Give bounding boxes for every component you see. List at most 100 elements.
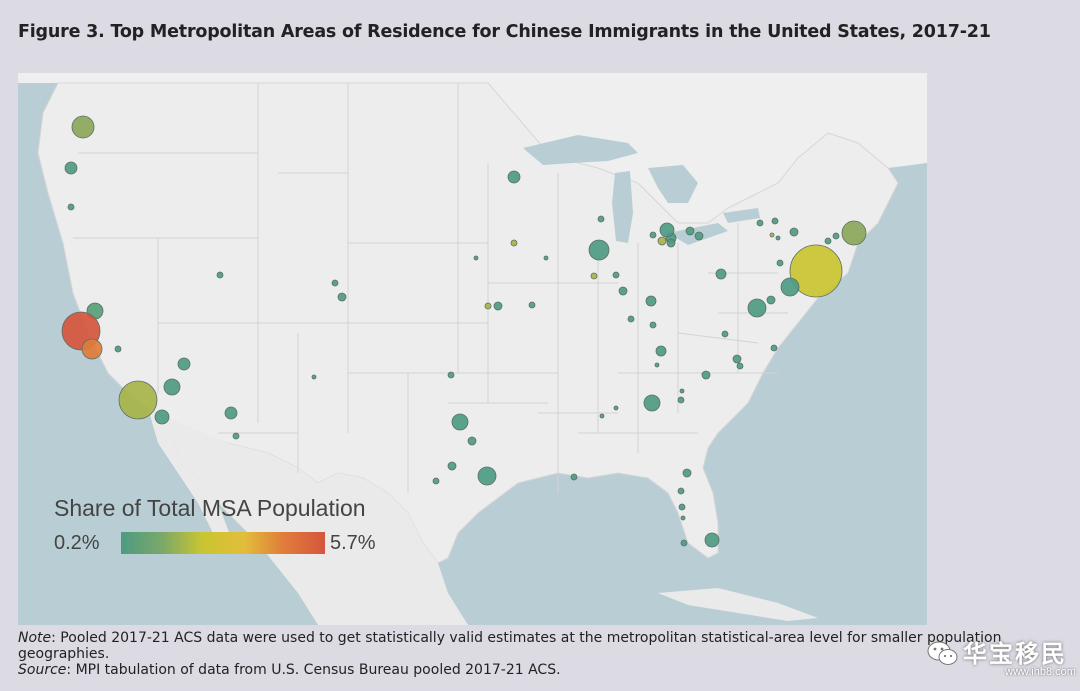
metro-circle-15 [232,432,240,440]
metro-circle-23 [528,301,536,309]
metro-circle-41 [657,236,667,246]
metro-circle-47 [654,362,660,368]
metro-circle-48 [679,388,685,394]
metro-circle-16 [311,374,317,380]
us-map: Share of Total MSA Population 0.2% 5.7% [18,73,927,625]
legend-min-label: 0.2% [54,532,100,554]
metro-circle-43 [666,238,676,248]
metro-circle-60 [771,217,779,225]
source-line: Source: MPI tabulation of data from U.S.… [18,662,1080,678]
metro-circle-75 [680,515,686,521]
metro-circle-29 [432,477,440,485]
legend-color-bar [121,532,325,554]
watermark-text: 华宝移民 [963,640,1067,668]
metro-circle-14 [224,406,238,420]
metro-circle-24 [447,371,455,379]
metro-circle-53 [701,370,711,380]
lake-huron [648,165,698,203]
figure-title: Figure 3. Top Metropolitan Areas of Resi… [18,22,991,42]
metro-circle-18 [510,239,518,247]
note-line: Note: Pooled 2017-21 ACS data were used … [18,630,1080,662]
metro-circle-59 [769,232,775,238]
metro-circle-65 [832,232,840,240]
figure-notes: Note: Pooled 2017-21 ACS data were used … [18,630,1080,678]
note-label: Note [18,630,52,646]
metro-circle-49 [715,268,727,280]
metro-circle-33 [590,272,598,280]
metro-circle-20 [473,255,479,261]
metro-circle-74 [678,503,686,511]
metro-circle-12 [331,279,339,287]
watermark: 华宝移民 www.ihb8.com [925,630,1076,686]
metro-circle-71 [770,344,778,352]
metro-circle-31 [588,239,610,261]
metro-circle-62 [775,235,781,241]
metro-circle-6 [114,345,122,353]
metro-circle-72 [682,468,692,478]
metro-circle-55 [677,396,685,404]
metro-circle-77 [680,539,688,547]
metro-circle-73 [677,487,685,495]
metro-circle-21 [484,302,492,310]
metro-circle-50 [721,330,729,338]
watermark-url: www.ihb8.com [1005,666,1076,678]
legend-max-label: 5.7% [330,532,376,554]
metro-circle-40 [659,222,675,238]
metro-circle-8 [163,378,181,396]
metro-circle-64 [841,220,867,246]
metro-circle-19 [543,255,549,261]
cuba-land [658,588,818,621]
metro-circle-46 [655,345,667,357]
metro-circle-42 [649,231,657,239]
metro-circle-56 [613,405,619,411]
canada-land [18,73,927,223]
legend-title: Share of Total MSA Population [54,495,366,521]
metro-circle-66 [824,237,832,245]
mexico-land [168,418,468,625]
wechat-icon [927,641,958,665]
metro-circle-5 [81,338,103,360]
metro-circle-26 [477,466,497,486]
metro-circle-69 [766,295,776,305]
lake-ontario [723,208,760,223]
metro-circle-54 [643,394,661,412]
metro-circle-57 [599,413,605,419]
metro-circle-38 [649,321,657,329]
lake-superior [523,135,638,165]
state-borders [73,83,788,493]
metro-circle-70 [747,298,767,318]
metro-circle-17 [507,170,521,184]
metro-circle-35 [618,286,628,296]
metro-circle-63 [789,227,799,237]
metro-circle-34 [612,271,620,279]
metro-circle-13 [337,292,347,302]
metro-circle-0 [71,115,95,139]
metro-circle-30 [570,473,578,481]
metro-circle-51 [732,354,742,364]
metro-circle-27 [467,436,477,446]
baja-land [148,408,233,543]
metro-circle-67 [789,244,843,298]
metro-circle-58 [756,219,764,227]
metro-circle-32 [597,215,605,223]
metro-circle-44 [685,226,695,236]
note-text: : Pooled 2017-21 ACS data were used to g… [18,630,1002,662]
metro-circle-36 [627,315,635,323]
metro-circle-1 [64,161,78,175]
metro-circle-45 [694,231,704,241]
metro-circle-2 [67,203,75,211]
source-text: : MPI tabulation of data from U.S. Censu… [66,662,561,678]
metro-circle-9 [154,409,170,425]
lake-michigan [612,171,633,243]
metro-circle-7 [118,380,158,420]
metro-circle-61 [776,259,784,267]
metro-circle-52 [736,362,744,370]
metro-circle-10 [177,357,191,371]
metro-circle-28 [447,461,457,471]
metro-circle-11 [216,271,224,279]
metro-circle-25 [451,413,469,431]
source-label: Source [18,662,67,678]
metro-circle-22 [493,301,503,311]
metro-circle-37 [645,295,657,307]
map-canvas [18,73,927,625]
